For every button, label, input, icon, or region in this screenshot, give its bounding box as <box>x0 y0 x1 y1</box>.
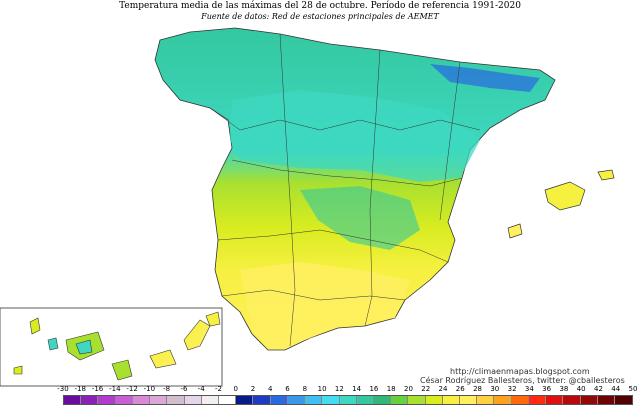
legend-tick-label: -8 <box>163 385 171 393</box>
legend-swatch <box>477 396 495 404</box>
legend-tick-label: 0 <box>233 385 238 393</box>
legend-swatch <box>339 396 357 404</box>
legend-swatch <box>218 396 237 404</box>
legend-tick-label: 6 <box>285 385 290 393</box>
legend-tick-label: -12 <box>126 385 138 393</box>
legend-swatch <box>305 396 323 404</box>
legend-colorbar <box>63 395 633 405</box>
canary-inset-frame <box>0 307 223 387</box>
legend-tick-label: 4 <box>268 385 273 393</box>
legend-swatch <box>373 396 392 404</box>
legend-swatch <box>391 396 409 404</box>
legend-swatch <box>615 396 633 404</box>
central-mountains-zone <box>300 186 420 250</box>
legend-tick-label: 8 <box>302 385 308 393</box>
northern-plateau-zone <box>230 90 480 182</box>
ibiza <box>507 223 523 239</box>
legend-swatch <box>236 396 254 404</box>
province-borders <box>209 33 481 347</box>
legend-tick-label: 42 <box>593 385 603 393</box>
legend-tick-label: 10 <box>317 385 327 393</box>
legend-swatch <box>511 396 529 404</box>
legend-swatch <box>81 396 99 404</box>
legend-tick-label: 24 <box>438 385 448 393</box>
legend-swatch <box>64 396 82 404</box>
legend-swatch <box>132 396 151 404</box>
legend-tick-label: 20 <box>403 385 413 393</box>
legend-tick-label: 38 <box>559 385 569 393</box>
map-subtitle: Fuente de datos: Red de estaciones princ… <box>201 12 439 21</box>
legend-swatch <box>287 396 306 404</box>
legend-swatch <box>597 396 615 404</box>
legend-swatch <box>322 396 340 404</box>
map-title: Temperatura media de las máximas del 28 … <box>119 1 521 11</box>
legend-swatch <box>546 396 564 404</box>
menorca <box>597 169 615 181</box>
legend-swatch <box>460 396 478 404</box>
mallorca <box>544 181 586 211</box>
legend-tick-label: 18 <box>386 385 396 393</box>
legend-tick-label: 22 <box>421 385 431 393</box>
legend-swatch <box>98 396 116 404</box>
legend-swatch <box>408 396 426 404</box>
legend-swatch <box>115 396 133 404</box>
legend-tick-label: -16 <box>91 385 104 393</box>
legend-tick-label: 32 <box>507 385 517 393</box>
legend-tick-label: -4 <box>197 385 205 393</box>
legend-ticks: -30 -18 -16 -14 -12 -10 -8 -6 -4 -2 0 2 4 6 8 10 12 14 16 1… <box>0 385 640 395</box>
legend-tick-label: 34 <box>524 385 534 393</box>
legend-swatch <box>184 396 202 404</box>
legend-tick-label: 2 <box>250 385 256 393</box>
legend-tick-label: 14 <box>352 385 362 393</box>
legend-swatch <box>150 396 168 404</box>
legend-tick-label: -18 <box>74 385 86 393</box>
legend-swatch <box>580 396 598 404</box>
legend-tick-label: 12 <box>334 385 344 393</box>
legend-tick-label: -6 <box>180 385 188 393</box>
legend-tick-label: 40 <box>576 385 586 393</box>
legend-swatch <box>425 396 443 404</box>
legend-tick-label: 36 <box>542 385 552 393</box>
legend-tick-label: 26 <box>455 385 465 393</box>
canary-islands <box>13 311 221 381</box>
legend-swatch <box>528 396 547 404</box>
legend-swatch <box>167 396 185 404</box>
legend-tick-label: 28 <box>473 385 482 393</box>
legend-swatch <box>201 396 219 404</box>
southern-warm-zone <box>240 262 410 346</box>
legend-swatch <box>563 396 581 404</box>
legend-swatch <box>494 396 512 404</box>
credit-author: César Rodríguez Ballesteros, twitter: @c… <box>420 376 625 385</box>
credit-url: http://climaenmapas.blogspot.com <box>450 367 590 376</box>
pyrenees-zone <box>430 64 540 92</box>
legend-tick-label: 30 <box>490 385 500 393</box>
legend-swatch <box>253 396 271 404</box>
legend-tick-label: -10 <box>143 385 156 393</box>
legend-tick-label: 44 <box>611 385 621 393</box>
legend-tick-label: -2 <box>214 385 222 393</box>
legend-swatch <box>442 396 461 404</box>
legend-swatch <box>356 396 374 404</box>
legend-swatch <box>270 396 288 404</box>
legend-tick-label: 16 <box>369 385 379 393</box>
legend-tick-label: 50 <box>628 385 638 393</box>
legend-tick-label: -14 <box>109 385 121 393</box>
legend-tick-label: -30 <box>57 385 69 393</box>
